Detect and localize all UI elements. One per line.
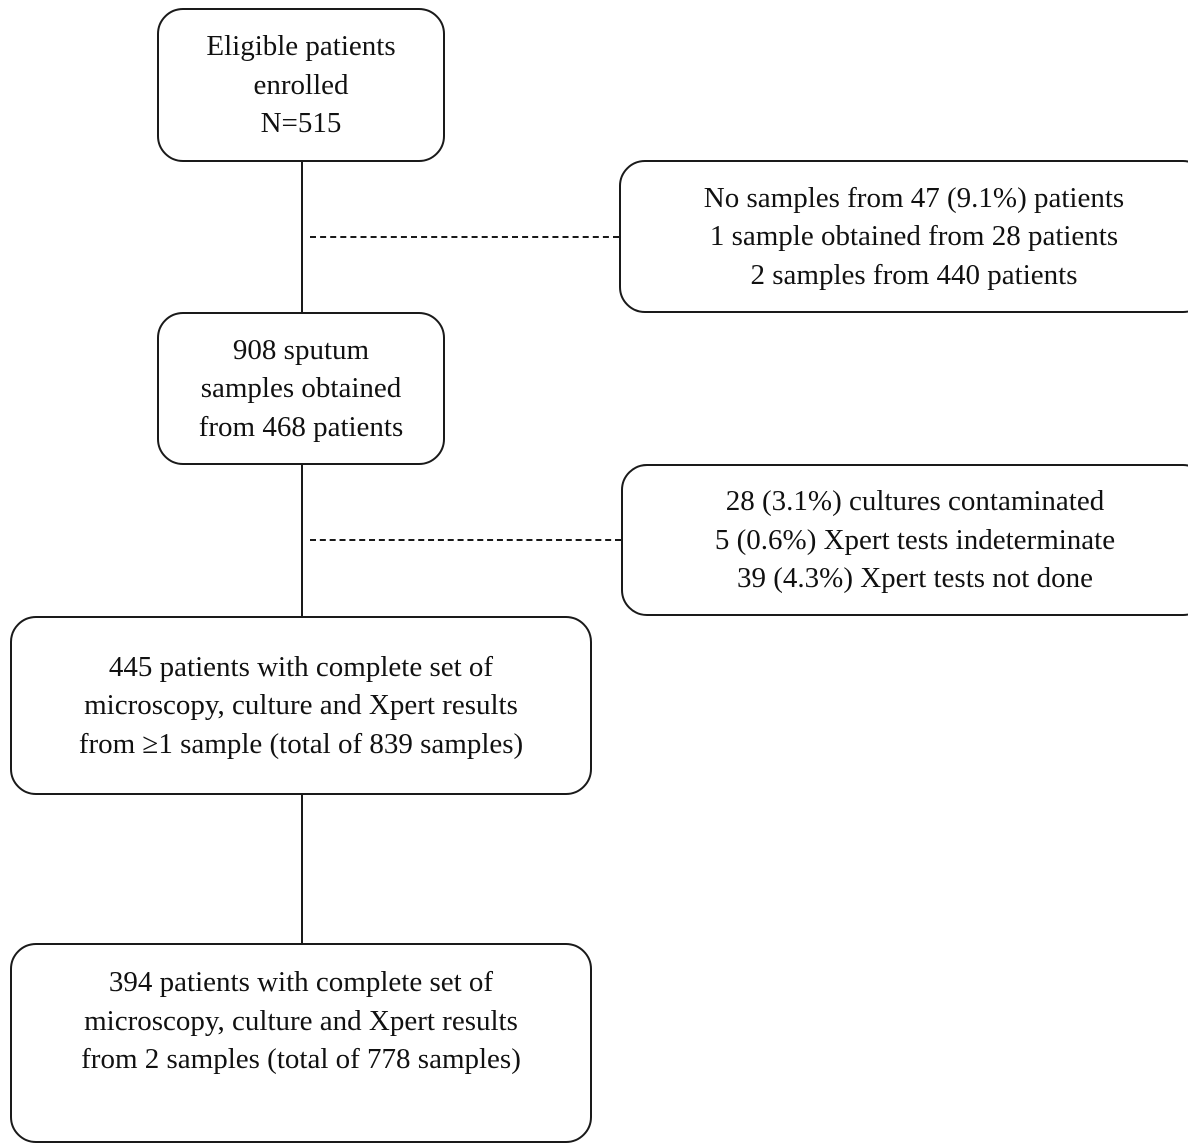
result-exclusion-line-2: 5 (0.6%) Xpert tests indeterminate xyxy=(714,523,1116,556)
complete-one-line-2: microscopy, culture and Xpert results xyxy=(84,689,518,722)
complete-two-line-2: microscopy, culture and Xpert results xyxy=(84,1004,518,1037)
complete-one-sample-box: 445 patients with complete set of micros… xyxy=(10,616,592,795)
enrolled-box: Eligible patients enrolled N=515 xyxy=(157,8,445,162)
complete-one-line-3: from ≥1 sample (total of 839 samples) xyxy=(78,727,524,760)
sputum-line-1: 908 sputum xyxy=(232,333,370,366)
connector-enrolled-to-sputum xyxy=(301,162,303,312)
enrolled-line-1: Eligible patients xyxy=(206,30,396,63)
result-exclusion-line-3: 39 (4.3%) Xpert tests not done xyxy=(737,562,1093,595)
connector-sputum-to-complete1 xyxy=(301,465,303,616)
sample-exclusion-box: No samples from 47 (9.1%) patients 1 sam… xyxy=(619,160,1188,313)
sample-exclusion-line-2: 1 sample obtained from 28 patients xyxy=(709,220,1119,253)
complete-two-line-3: from 2 samples (total of 778 samples) xyxy=(81,1043,521,1075)
complete-one-line-1: 445 patients with complete set of xyxy=(108,650,494,683)
connector-complete1-to-complete2 xyxy=(301,795,303,943)
sputum-samples-box: 908 sputum samples obtained from 468 pat… xyxy=(157,312,445,465)
enrolled-line-3: N=515 xyxy=(260,107,342,140)
complete-two-samples-box: 394 patients with complete set of micros… xyxy=(10,943,592,1143)
connector-exclusion1-dashed xyxy=(310,236,619,238)
sputum-line-2: samples obtained xyxy=(200,372,402,405)
enrolled-line-2: enrolled xyxy=(253,68,349,101)
connector-exclusion2-dashed xyxy=(310,539,621,541)
sample-exclusion-line-1: No samples from 47 (9.1%) patients xyxy=(703,181,1125,214)
sample-exclusion-line-3: 2 samples from 440 patients xyxy=(750,258,1078,291)
sputum-line-3: from 468 patients xyxy=(198,410,404,443)
result-exclusion-box: 28 (3.1%) cultures contaminated 5 (0.6%)… xyxy=(621,464,1188,616)
result-exclusion-line-1: 28 (3.1%) cultures contaminated xyxy=(725,485,1105,518)
complete-two-line-1: 394 patients with complete set of xyxy=(108,966,494,998)
